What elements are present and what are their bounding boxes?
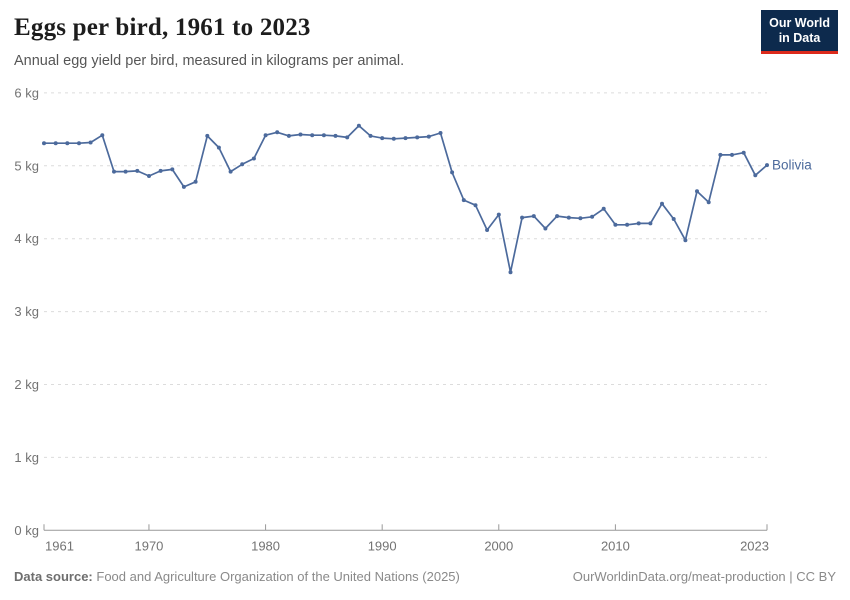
owid-logo[interactable]: Our World in Data <box>761 10 838 54</box>
data-point[interactable] <box>485 228 490 232</box>
data-point[interactable] <box>286 133 291 138</box>
data-point[interactable] <box>333 133 338 138</box>
y-axis-label: 5 kg <box>14 158 39 173</box>
y-axis-label: 6 kg <box>14 85 39 100</box>
data-point[interactable] <box>520 215 525 220</box>
data-point[interactable] <box>263 133 268 138</box>
data-point[interactable] <box>531 214 536 219</box>
data-point[interactable] <box>601 206 606 211</box>
data-point[interactable] <box>718 152 723 157</box>
data-point[interactable] <box>251 156 256 161</box>
data-point[interactable] <box>450 170 455 175</box>
owid-logo-line2: in Data <box>778 31 821 45</box>
x-axis-label: 1990 <box>368 538 397 553</box>
data-point[interactable] <box>496 212 501 217</box>
data-point[interactable] <box>555 214 560 219</box>
data-point[interactable] <box>765 163 769 168</box>
data-point[interactable] <box>205 133 210 138</box>
y-axis-label: 0 kg <box>14 523 39 538</box>
x-axis-label: 2010 <box>601 538 630 553</box>
data-point[interactable] <box>88 140 93 145</box>
trend-line[interactable] <box>43 124 768 274</box>
data-point[interactable] <box>216 145 221 150</box>
data-point[interactable] <box>438 131 443 135</box>
data-source-label: Data source: <box>14 569 93 584</box>
data-point[interactable] <box>590 214 595 219</box>
owid-logo-line1: Our World <box>769 16 830 30</box>
data-point[interactable] <box>613 222 618 227</box>
data-point[interactable] <box>228 169 233 174</box>
data-point[interactable] <box>753 173 758 178</box>
y-axis-label: 1 kg <box>14 450 39 465</box>
data-source: Data source: Food and Agriculture Organi… <box>14 569 460 584</box>
data-point[interactable] <box>741 150 746 155</box>
x-axis-label: 2000 <box>484 538 513 553</box>
data-point[interactable] <box>170 167 175 172</box>
chart-subtitle: Annual egg yield per bird, measured in k… <box>14 53 405 69</box>
data-point[interactable] <box>53 141 58 146</box>
data-point[interactable] <box>566 215 571 220</box>
data-point[interactable] <box>240 162 245 167</box>
data-point[interactable] <box>403 136 408 141</box>
data-point[interactable] <box>683 238 688 243</box>
data-point[interactable] <box>473 203 478 208</box>
data-point[interactable] <box>415 135 420 140</box>
data-point[interactable] <box>42 141 46 146</box>
data-point[interactable] <box>112 169 116 174</box>
data-point[interactable] <box>298 132 303 137</box>
y-axis-label: 3 kg <box>14 304 39 319</box>
data-point[interactable] <box>100 133 105 138</box>
data-point[interactable] <box>123 169 128 174</box>
page-title: Eggs per bird, 1961 to 2023 <box>14 14 311 41</box>
data-point[interactable] <box>730 152 734 157</box>
data-point[interactable] <box>310 133 315 138</box>
data-point[interactable] <box>181 184 186 189</box>
data-point[interactable] <box>543 226 548 231</box>
data-point[interactable] <box>706 200 711 205</box>
data-point[interactable] <box>578 216 583 221</box>
data-point[interactable] <box>77 141 81 146</box>
data-point[interactable] <box>147 174 151 178</box>
x-axis-label: 2023 <box>740 538 769 553</box>
x-axis-label: 1980 <box>251 538 280 553</box>
data-point[interactable] <box>695 189 699 194</box>
data-point[interactable] <box>391 136 396 141</box>
x-axis-label: 1970 <box>134 538 163 553</box>
data-point[interactable] <box>193 179 198 184</box>
data-point[interactable] <box>426 134 431 139</box>
data-point[interactable] <box>380 136 385 141</box>
chart-footer: Data source: Food and Agriculture Organi… <box>14 569 836 584</box>
data-point[interactable] <box>135 168 140 173</box>
y-axis-label: 4 kg <box>14 231 39 246</box>
data-point[interactable] <box>368 133 373 138</box>
data-source-text: Food and Agriculture Organization of the… <box>96 569 460 584</box>
y-axis-label: 2 kg <box>14 377 39 392</box>
x-axis-label: 1961 <box>45 538 74 553</box>
data-point[interactable] <box>508 270 513 275</box>
owid-link[interactable]: OurWorldinData.org/meat-production | CC … <box>572 569 836 584</box>
data-point[interactable] <box>356 123 361 128</box>
data-point[interactable] <box>660 201 664 206</box>
data-point[interactable] <box>158 168 163 173</box>
data-point[interactable] <box>345 135 350 140</box>
data-point[interactable] <box>461 198 466 203</box>
data-point[interactable] <box>275 130 280 135</box>
data-point[interactable] <box>321 133 326 138</box>
data-point[interactable] <box>625 222 630 227</box>
data-point[interactable] <box>636 221 641 226</box>
data-point[interactable] <box>648 221 653 226</box>
data-point[interactable] <box>671 217 676 221</box>
data-point[interactable] <box>65 141 70 146</box>
series-end-label: Bolivia <box>772 158 812 173</box>
